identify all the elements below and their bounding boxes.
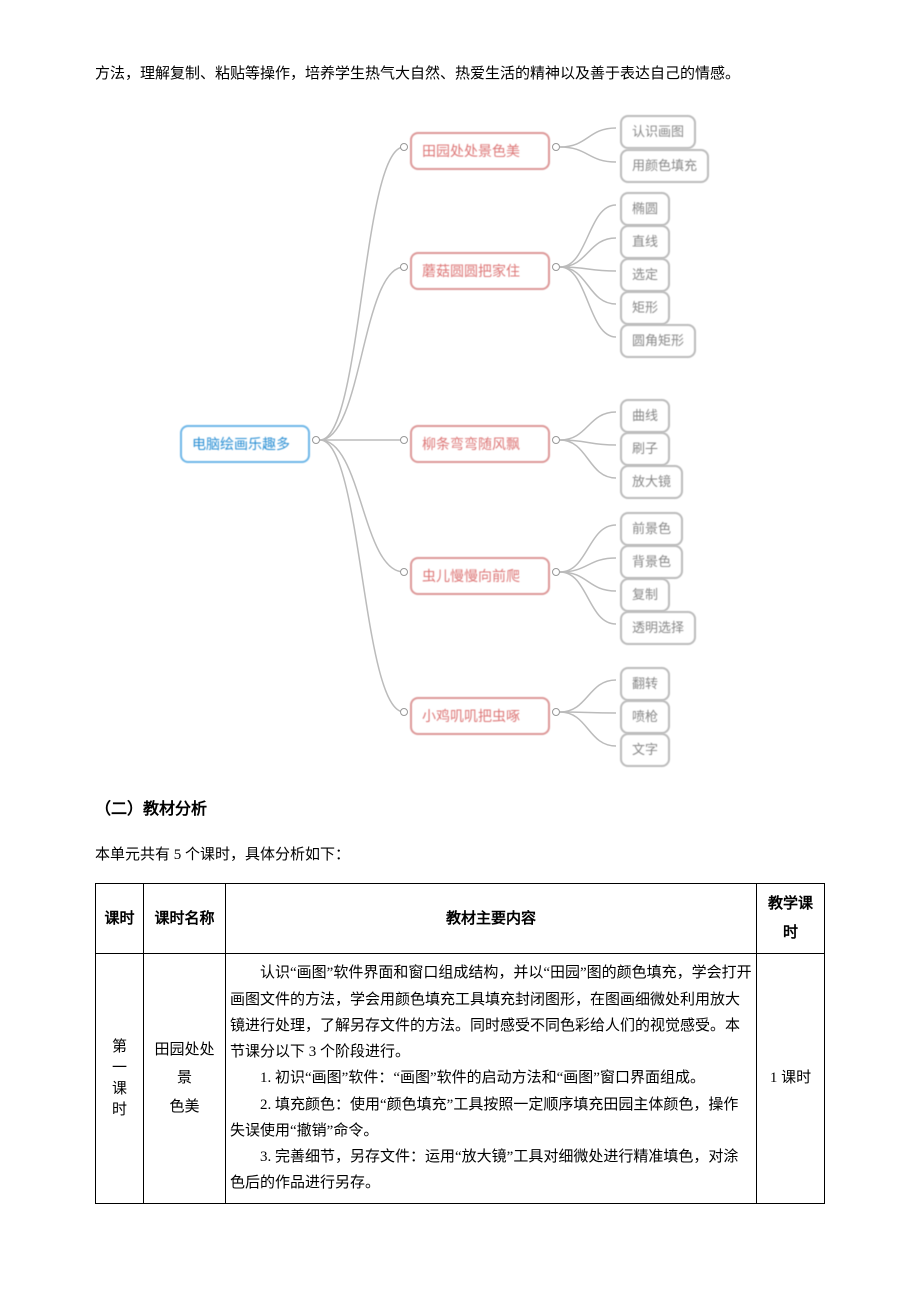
mindmap-node: 认识画图 xyxy=(620,115,696,150)
period-char: 时 xyxy=(100,1100,139,1121)
mindmap-node: 小鸡叽叽把虫啄 xyxy=(410,697,550,736)
mindmap-connector-dot xyxy=(552,143,560,151)
table-header-row: 课时 课时名称 教材主要内容 教学课时 xyxy=(96,884,825,954)
name-line: 田园处处景 xyxy=(148,1036,221,1093)
table-row: 第一课时 田园处处景色美 认识“画图”软件界面和窗口组成结构，并以“田园”图的颜… xyxy=(96,954,825,1203)
mindmap-node: 柳条弯弯随风飘 xyxy=(410,425,550,464)
mindmap-node: 复制 xyxy=(620,578,670,613)
mindmap-connector-dot xyxy=(552,263,560,271)
intro-paragraph: 方法，理解复制、粘贴等操作，培养学生热气大自然、热爱生活的精神以及善于表达自己的… xyxy=(95,60,825,89)
mindmap-connector-dot xyxy=(400,708,408,716)
mindmap-connector-dot xyxy=(400,143,408,151)
th-content: 教材主要内容 xyxy=(226,884,757,954)
mindmap-connector-dot xyxy=(400,436,408,444)
mindmap-node: 直线 xyxy=(620,225,670,260)
mindmap-node: 虫儿慢慢向前爬 xyxy=(410,557,550,596)
mindmap-node: 选定 xyxy=(620,258,670,293)
content-paragraph: 2. 填充颜色：使用“颜色填充”工具按照一定顺序填充田园主体颜色，操作失误使用“… xyxy=(230,1092,752,1145)
mindmap-connector-dot xyxy=(552,708,560,716)
mindmap-node: 文字 xyxy=(620,733,670,768)
period-char: 课 xyxy=(100,1079,139,1100)
lesson-table: 课时 课时名称 教材主要内容 教学课时 第一课时 田园处处景色美 认识“画图”软… xyxy=(95,883,825,1203)
cell-hours: 1 课时 xyxy=(757,954,825,1203)
mindmap-node: 圆角矩形 xyxy=(620,324,696,359)
mindmap-connector-dot xyxy=(552,436,560,444)
mindmap-connector-dot xyxy=(552,568,560,576)
period-char: 一 xyxy=(100,1058,139,1079)
mindmap-node: 前景色 xyxy=(620,512,683,547)
name-line: 色美 xyxy=(148,1093,221,1122)
cell-name: 田园处处景色美 xyxy=(144,954,226,1203)
mindmap-connector-dot xyxy=(312,436,320,444)
mindmap-node: 矩形 xyxy=(620,291,670,326)
mindmap-connector-dot xyxy=(400,568,408,576)
section-2-subtext: 本单元共有 5 个课时，具体分析如下： xyxy=(95,841,825,870)
mindmap-node: 椭圆 xyxy=(620,192,670,227)
mindmap-node: 背景色 xyxy=(620,545,683,580)
section-2-heading: （二）教材分析 xyxy=(95,795,825,825)
mindmap-node: 田园处处景色美 xyxy=(410,132,550,171)
mindmap: 电脑绘画乐趣多 田园处处景色美蘑菇圆圆把家住柳条弯弯随风飘虫儿慢慢向前爬小鸡叽叽把… xyxy=(180,107,740,767)
cell-period: 第一课时 xyxy=(96,954,144,1203)
mindmap-node: 喷枪 xyxy=(620,700,670,735)
th-period: 课时 xyxy=(96,884,144,954)
mindmap-node: 用颜色填充 xyxy=(620,149,709,184)
mindmap-node: 电脑绘画乐趣多 xyxy=(180,425,310,464)
mindmap-node: 曲线 xyxy=(620,399,670,434)
mindmap-container: 电脑绘画乐趣多 田园处处景色美蘑菇圆圆把家住柳条弯弯随风飘虫儿慢慢向前爬小鸡叽叽把… xyxy=(95,107,825,767)
th-hours: 教学课时 xyxy=(757,884,825,954)
content-paragraph: 1. 初识“画图”软件：“画图”软件的启动方法和“画图”窗口界面组成。 xyxy=(230,1065,752,1091)
mindmap-node: 翻转 xyxy=(620,667,670,702)
content-paragraph: 认识“画图”软件界面和窗口组成结构，并以“田园”图的颜色填充，学会打开画图文件的… xyxy=(230,960,752,1065)
period-char: 第 xyxy=(100,1037,139,1058)
mindmap-node: 透明选择 xyxy=(620,611,696,646)
mindmap-node: 放大镜 xyxy=(620,465,683,500)
mindmap-node: 蘑菇圆圆把家住 xyxy=(410,252,550,291)
th-name: 课时名称 xyxy=(144,884,226,954)
content-paragraph: 3. 完善细节，另存文件：运用“放大镜”工具对细微处进行精准填色，对涂色后的作品… xyxy=(230,1144,752,1197)
mindmap-connector-dot xyxy=(400,263,408,271)
mindmap-node: 刷子 xyxy=(620,432,670,467)
cell-content: 认识“画图”软件界面和窗口组成结构，并以“田园”图的颜色填充，学会打开画图文件的… xyxy=(226,954,757,1203)
